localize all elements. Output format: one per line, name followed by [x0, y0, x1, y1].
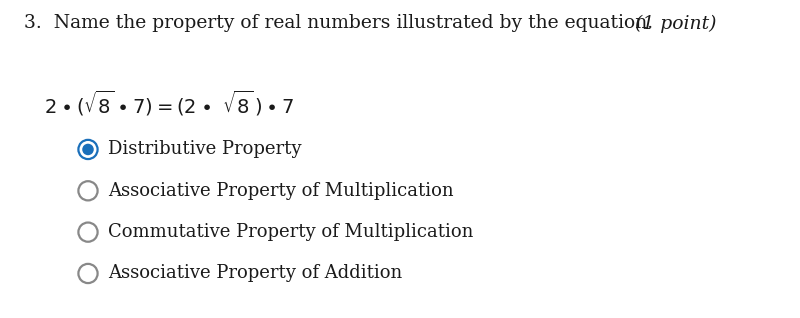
- Ellipse shape: [82, 144, 94, 155]
- Text: Commutative Property of Multiplication: Commutative Property of Multiplication: [108, 223, 474, 241]
- Text: (1 point): (1 point): [635, 14, 717, 32]
- Text: $2 \bullet (\sqrt{8} \bullet 7) = (2 \bullet \ \sqrt{8}\,) \bullet 7$: $2 \bullet (\sqrt{8} \bullet 7) = (2 \bu…: [44, 89, 294, 118]
- Text: Distributive Property: Distributive Property: [108, 141, 302, 158]
- Text: Associative Property of Multiplication: Associative Property of Multiplication: [108, 182, 454, 200]
- Text: Associative Property of Addition: Associative Property of Addition: [108, 265, 402, 282]
- Text: 3.  Name the property of real numbers illustrated by the equation.: 3. Name the property of real numbers ill…: [24, 14, 665, 32]
- Ellipse shape: [78, 140, 98, 159]
- Ellipse shape: [78, 223, 98, 242]
- Ellipse shape: [78, 264, 98, 283]
- Ellipse shape: [78, 181, 98, 200]
